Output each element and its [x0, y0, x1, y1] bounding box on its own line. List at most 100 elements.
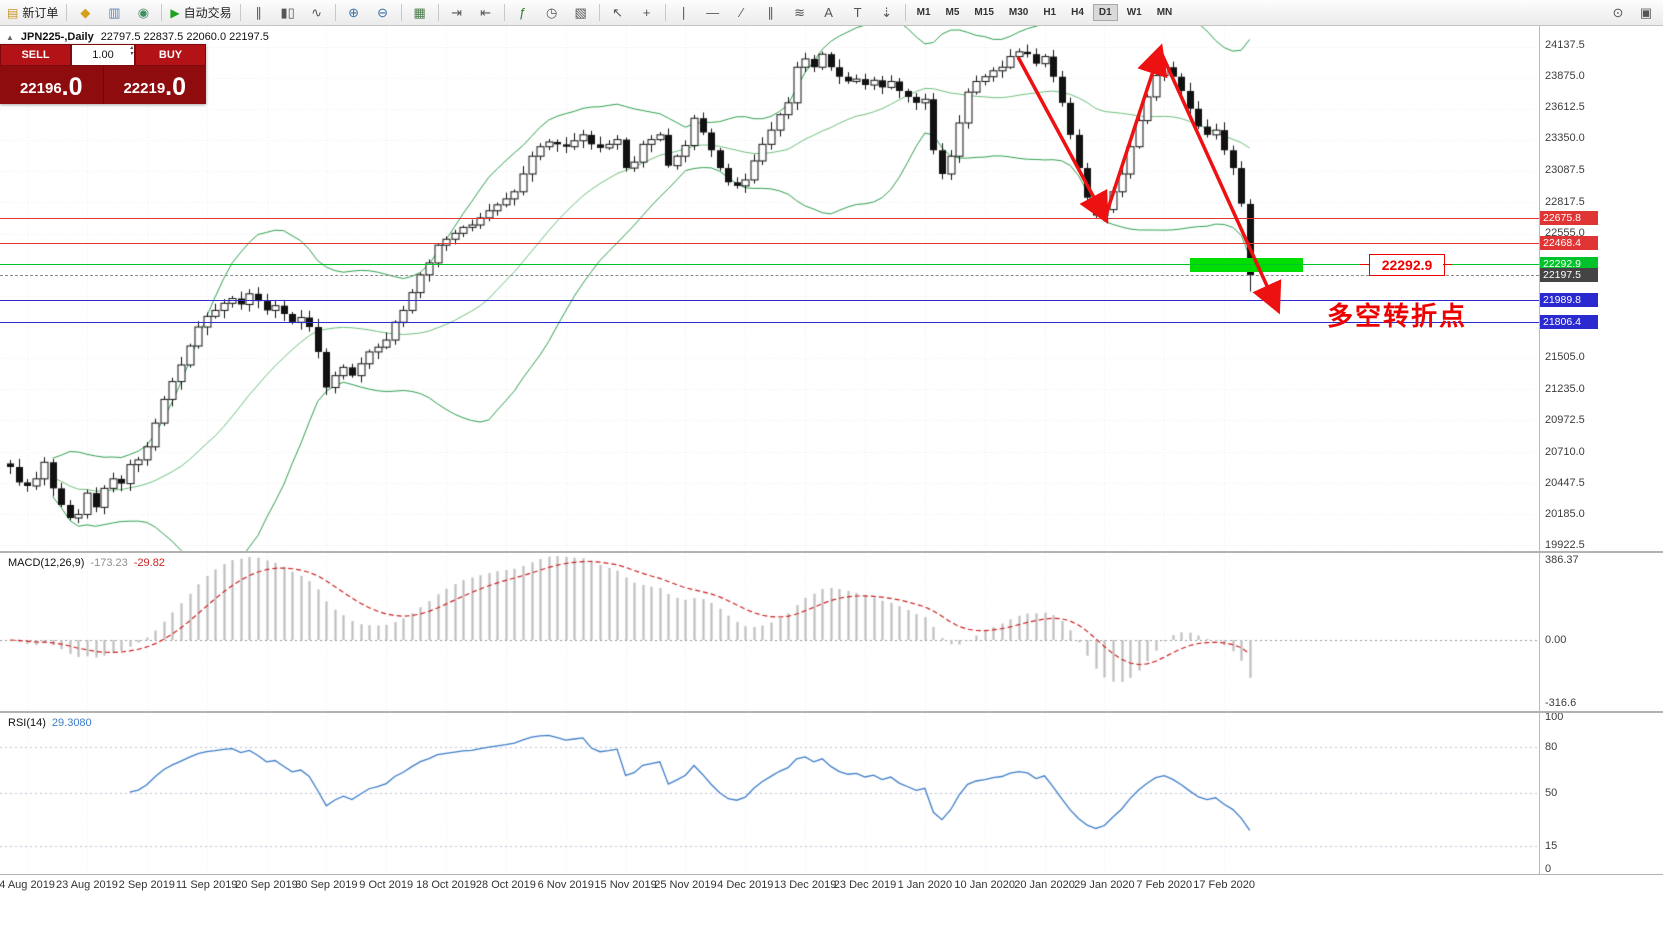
price-scale-border [1539, 26, 1540, 874]
timeframe-m15[interactable]: M15 [974, 7, 994, 18]
new-window-icon[interactable]: ▣ [1639, 4, 1653, 20]
macd-indicator-canvas[interactable] [0, 553, 1539, 711]
search-icon[interactable]: ⊙ [1612, 4, 1624, 20]
date-axis-label: 4 Dec 2019 [717, 879, 774, 891]
price-line-22292.9[interactable] [0, 264, 1539, 265]
timeframe-w1[interactable]: W1 [1126, 7, 1142, 18]
volume-down-icon[interactable]: ▾ [129, 51, 133, 57]
price-tag-21806.4: 21806.4 [1540, 315, 1598, 329]
trendline-icon-glyph: ∕ [740, 5, 743, 20]
date-axis-label: 7 Feb 2020 [1136, 879, 1193, 891]
date-axis-label: 23 Dec 2019 [833, 879, 897, 891]
templates-icon[interactable]: ▧ [567, 2, 595, 24]
timeframe-h4[interactable]: H4 [1071, 7, 1084, 18]
macd-main-value: -173.23 [90, 557, 128, 569]
callout-right-tick [1443, 264, 1452, 265]
zoom-in-icon[interactable]: ⊕ [340, 2, 368, 24]
auto-trading-button[interactable]: ▶ 自动交易 [166, 2, 235, 24]
volume-stepper[interactable]: ▴ ▾ [130, 45, 133, 57]
indicators-icon-glyph: ƒ [518, 5, 527, 20]
one-click-trading-panel: SELL 1.00 ▴ ▾ BUY 22196 .0 22219 .0 [0, 44, 206, 104]
auto-trading-button-icon: ▶ [170, 5, 180, 20]
price-scale-label: 21505.0 [1545, 351, 1585, 364]
auto-trading-button-label: 自动交易 [183, 6, 232, 20]
rsi-scale-label: 100 [1545, 711, 1564, 723]
crosshair-icon-glyph: + [642, 5, 651, 20]
refresh-icon[interactable]: ◉ [129, 2, 157, 24]
sell-price-int: 22196 [19, 80, 62, 97]
date-axis-label: 15 Nov 2019 [594, 879, 657, 891]
horizontal-line-icon[interactable]: — [699, 2, 727, 24]
timeframe-m1[interactable]: M1 [916, 7, 931, 18]
new-order-button[interactable]: ▤ 新订单 [3, 2, 62, 24]
price-callout-label[interactable]: 22292.9 [1369, 254, 1445, 276]
tile-windows-icon[interactable]: ▦ [406, 2, 434, 24]
print-preview-icon-glyph: ▥ [108, 4, 121, 20]
label-icon[interactable]: T [844, 2, 872, 24]
macd-scale-label: 386.37 [1545, 554, 1579, 567]
date-axis-label: 1 Jan 2020 [897, 879, 953, 891]
price-line-22197.5[interactable] [0, 275, 1539, 276]
price-scale-label: 22817.5 [1545, 195, 1585, 208]
volume-input[interactable]: 1.00 ▴ ▾ [71, 44, 135, 66]
toolbar-separator [334, 4, 336, 21]
price-scale-label: 23087.5 [1545, 163, 1585, 176]
chart-area[interactable]: ▲ JPN225-,Daily 22797.5 22837.5 22060.0 … [0, 26, 1663, 947]
buy-button[interactable]: BUY [135, 44, 206, 66]
trendline-icon[interactable]: ∕ [728, 2, 756, 24]
candlestick-icon[interactable]: ▮▯ [274, 2, 302, 24]
auto-scroll-icon[interactable]: ⇥ [443, 2, 471, 24]
toolbar-separator [400, 4, 402, 21]
timeframe-m5[interactable]: M5 [945, 7, 960, 18]
sell-price[interactable]: 22196 .0 [0, 66, 104, 104]
date-axis-separator [0, 874, 1663, 875]
periods-icon[interactable]: ◷ [538, 2, 566, 24]
date-axis-label: 30 Sep 2019 [295, 879, 358, 891]
price-line-22468.4[interactable] [0, 243, 1539, 244]
chart-expander-icon[interactable]: ▲ [6, 32, 14, 42]
bar-chart-icon[interactable]: ∥ [245, 2, 273, 24]
rsi-scale-label: 50 [1545, 787, 1558, 799]
buy-price-dec: .0 [165, 73, 187, 101]
channel-icon[interactable]: ∥ [757, 2, 785, 24]
buy-price[interactable]: 22219 .0 [104, 66, 207, 104]
cursor-icon-glyph: ↖ [612, 4, 624, 20]
indicators-icon[interactable]: ƒ [509, 2, 537, 24]
macd-label: MACD(12,26,9) -173.23 -29.82 [8, 557, 165, 569]
templates-icon-glyph: ▧ [574, 4, 587, 20]
price-line-21806.4[interactable] [0, 322, 1539, 323]
price-scale-label: 20972.5 [1545, 414, 1585, 427]
rsi-panel-separator[interactable] [0, 711, 1663, 713]
sell-button[interactable]: SELL [0, 44, 71, 66]
text-icon[interactable]: A [815, 2, 843, 24]
zoom-out-icon[interactable]: ⊖ [369, 2, 397, 24]
toolbar-separator [503, 4, 505, 21]
timeframe-mn[interactable]: MN [1156, 7, 1173, 18]
toolbar-separator [66, 4, 68, 21]
chart-window-icon[interactable]: ◆ [71, 2, 99, 24]
turning-point-annotation[interactable]: 多空转折点 [1327, 302, 1468, 332]
arrows-icon[interactable]: ⇣ [873, 2, 901, 24]
volume-up-icon[interactable]: ▴ [129, 45, 133, 51]
timeframe-h1[interactable]: H1 [1043, 7, 1057, 18]
cursor-icon[interactable]: ↖ [604, 2, 632, 24]
price-chart-canvas[interactable] [0, 26, 1539, 551]
macd-panel-separator[interactable] [0, 551, 1663, 553]
symbol-title: JPN225-,Daily [20, 31, 94, 43]
price-line-22675.8[interactable] [0, 218, 1539, 219]
price-line-21989.8[interactable] [0, 300, 1539, 301]
print-preview-icon[interactable]: ▥ [100, 2, 128, 24]
volume-value[interactable]: 1.00 [92, 49, 114, 61]
timeframe-d1[interactable]: D1 [1092, 4, 1118, 21]
date-axis-label: 11 Sep 2019 [175, 879, 238, 891]
line-chart-icon[interactable]: ∿ [303, 2, 331, 24]
fibonacci-icon[interactable]: ≋ [786, 2, 814, 24]
chart-shift-icon[interactable]: ⇤ [472, 2, 500, 24]
rsi-indicator-canvas[interactable] [0, 713, 1539, 874]
crosshair-icon[interactable]: + [633, 2, 661, 24]
vertical-line-icon[interactable]: ∣ [670, 2, 698, 24]
price-scale-label: 20447.5 [1545, 476, 1585, 489]
timeframe-m30[interactable]: M30 [1008, 7, 1029, 18]
zoom-out-icon-glyph: ⊖ [377, 4, 389, 20]
toolbar-separator [437, 4, 439, 21]
